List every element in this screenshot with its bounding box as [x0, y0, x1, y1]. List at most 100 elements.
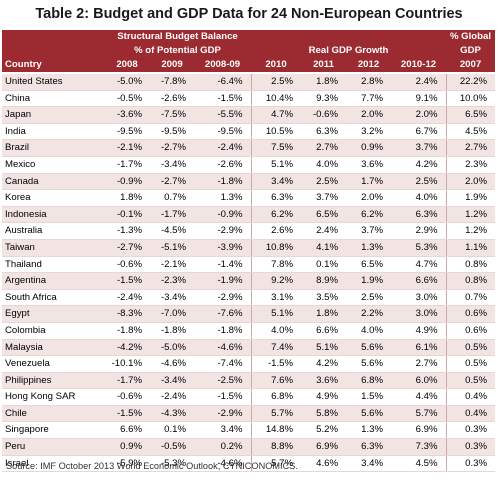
value-cell: -7.5%	[150, 106, 194, 124]
country-cell: Egypt	[2, 305, 104, 323]
value-cell: -3.4%	[150, 372, 194, 390]
value-cell: 4.0%	[250, 322, 302, 340]
value-cell: 1.3%	[346, 239, 392, 257]
value-cell: -1.5%	[194, 388, 252, 406]
value-cell: 10.5%	[250, 123, 302, 141]
table-row: Brazil -2.1% -2.7% -2.4% 7.5% 2.7% 0.9% 3.7% 2.7…	[2, 139, 496, 157]
value-cell: -4.6%	[194, 455, 252, 473]
value-cell: 4.0%	[301, 156, 347, 174]
country-cell: Argentina	[2, 272, 104, 290]
country-cell: Brazil	[2, 139, 104, 157]
column-header-country: Country	[2, 58, 104, 74]
value-cell: 2.4%	[391, 73, 447, 91]
value-cell: -9.5%	[150, 123, 194, 141]
value-cell: 3.7%	[346, 222, 392, 240]
value-cell: 1.8%	[301, 73, 347, 91]
value-cell: 6.1%	[391, 339, 447, 357]
value-cell: 2.5%	[346, 289, 392, 307]
value-cell: 0.8%	[445, 272, 496, 290]
value-cell: 9.1%	[391, 90, 447, 108]
value-cell: 6.0%	[391, 372, 447, 390]
value-cell: 1.3%	[346, 421, 392, 440]
country-cell: Israel	[2, 455, 104, 473]
value-cell: 3.0%	[391, 289, 447, 307]
value-cell: 1.7%	[346, 173, 392, 191]
column-header: 2008	[104, 58, 150, 74]
value-cell: 2.3%	[445, 156, 496, 174]
column-header: 2008-09	[194, 58, 252, 74]
value-cell: 1.2%	[445, 222, 496, 240]
value-cell: 4.7%	[391, 256, 447, 274]
column-header: 2011	[301, 58, 347, 74]
value-cell: 0.5%	[445, 372, 496, 390]
value-cell: 6.3%	[391, 206, 447, 224]
value-cell: 9.3%	[301, 90, 347, 108]
table-row: China -0.5% -2.6% -1.5% 10.4% 9.3% 7.7% 9.1% 10.…	[2, 90, 496, 108]
value-cell: 3.6%	[346, 156, 392, 174]
value-cell: 6.9%	[301, 438, 347, 456]
value-cell: 1.9%	[445, 189, 496, 207]
header-global-title: % Global	[446, 30, 496, 44]
value-cell: -0.6%	[104, 256, 150, 274]
column-header: 2007	[446, 58, 496, 74]
header-blank-gdp	[251, 30, 447, 44]
value-cell: 6.8%	[250, 388, 302, 406]
country-cell: Canada	[2, 173, 104, 191]
value-cell: 3.4%	[194, 421, 252, 440]
value-cell: -5.9%	[104, 455, 150, 473]
country-cell: Japan	[2, 106, 104, 124]
value-cell: 0.3%	[445, 438, 496, 456]
value-cell: -1.4%	[194, 256, 252, 274]
value-cell: 6.3%	[301, 123, 347, 141]
value-cell: 1.8%	[104, 189, 150, 207]
value-cell: 5.6%	[346, 339, 392, 357]
value-cell: 2.7%	[391, 355, 447, 373]
value-cell: -9.5%	[194, 123, 252, 141]
value-cell: -0.9%	[104, 173, 150, 191]
value-cell: 5.1%	[301, 339, 347, 357]
value-cell: -3.4%	[150, 156, 194, 174]
value-cell: -2.6%	[194, 156, 252, 174]
value-cell: -9.5%	[104, 123, 150, 141]
value-cell: 5.7%	[250, 405, 302, 423]
value-cell: 4.0%	[346, 322, 392, 340]
value-cell: 6.6%	[391, 272, 447, 290]
table-row: Korea 1.8% 0.7% 1.3% 6.3% 3.7% 2.0% 4.0% 1.9%	[2, 189, 496, 207]
value-cell: -1.7%	[150, 206, 194, 224]
value-cell: 6.2%	[346, 206, 392, 224]
value-cell: 3.4%	[346, 455, 392, 473]
value-cell: 7.3%	[391, 438, 447, 456]
value-cell: 4.9%	[301, 388, 347, 406]
value-cell: -6.4%	[194, 73, 252, 91]
value-cell: 4.2%	[391, 156, 447, 174]
value-cell: 6.7%	[391, 123, 447, 141]
value-cell: 5.3%	[391, 239, 447, 257]
value-cell: -2.1%	[104, 139, 150, 157]
value-cell: 0.5%	[445, 339, 496, 357]
value-cell: 1.2%	[445, 206, 496, 224]
value-cell: 0.4%	[445, 405, 496, 423]
value-cell: -1.8%	[104, 322, 150, 340]
table-row: Japan -3.6% -7.5% -5.5% 4.7% -0.6% 2.0% 2.0% 6.5…	[2, 106, 496, 124]
table-row: Venezuela -10.1% -4.6% -7.4% -1.5% 4.2% 5.6% 2.…	[2, 355, 496, 373]
value-cell: 2.5%	[301, 173, 347, 191]
value-cell: 2.0%	[346, 106, 392, 124]
value-cell: 5.1%	[250, 156, 302, 174]
value-cell: -4.5%	[150, 222, 194, 240]
value-cell: 4.7%	[250, 106, 302, 124]
value-cell: -2.3%	[150, 272, 194, 290]
value-cell: 8.8%	[250, 438, 302, 456]
value-cell: -7.8%	[150, 73, 194, 91]
table-row: Canada -0.9% -2.7% -1.8% 3.4% 2.5% 1.7% 2.5% 2.0…	[2, 173, 496, 191]
table-row: Thailand -0.6% -2.1% -1.4% 7.8% 0.1% 6.5% 4.7% 0…	[2, 256, 496, 274]
value-cell: 0.7%	[150, 189, 194, 207]
value-cell: 0.1%	[150, 421, 194, 440]
value-cell: 10.4%	[250, 90, 302, 108]
value-cell: 10.8%	[250, 239, 302, 257]
value-cell: -0.9%	[194, 206, 252, 224]
column-header: 2010-12	[391, 58, 447, 74]
header-gdp-growth: Real GDP Growth	[251, 44, 447, 58]
value-cell: -5.3%	[150, 455, 194, 473]
value-cell: -2.1%	[150, 256, 194, 274]
header-global-subtitle: GDP	[446, 44, 496, 58]
